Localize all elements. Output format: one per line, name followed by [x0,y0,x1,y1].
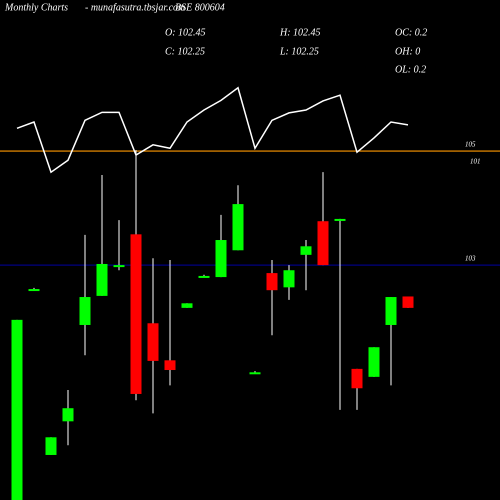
candle-body [368,347,380,377]
annotation: 101 [470,158,481,166]
candle-body [266,273,278,291]
candle-body [317,221,329,266]
candle-body [96,263,108,296]
stat: OH: 0 [395,46,420,57]
y-tick-label: 103 [465,255,476,263]
candle-body [181,303,193,308]
candle-body [402,296,414,308]
candle-body [164,360,176,371]
candle-body [147,323,159,361]
candle-body [351,368,363,389]
candle-body [334,218,346,221]
y-tick-label: 105 [465,141,476,149]
candle-body [300,246,312,255]
symbol: BSE 800604 [175,2,225,13]
stat: H: 102.45 [279,27,321,38]
stat: OC: 0.2 [395,27,427,38]
candle-body [249,372,261,375]
source: - munafasutra.tbsjar.com [85,2,185,13]
candle-body [113,265,125,268]
candle-body [215,240,227,278]
stat: C: 102.25 [165,46,205,57]
candle-body [45,437,57,455]
candle-body [62,408,74,422]
candle-body [385,297,397,325]
stat: L: 102.25 [279,46,319,57]
candle-body [79,297,91,325]
chart-title: Monthly Charts [4,2,68,13]
candle-body [11,319,23,500]
overlay-line [16,86,409,174]
candle-body [283,270,295,288]
stat: OL: 0.2 [395,64,426,75]
candle-body [198,275,210,278]
candle-body [232,204,244,251]
candle-body [130,234,142,394]
stat: O: 102.45 [165,27,206,38]
candle-body [28,289,40,292]
